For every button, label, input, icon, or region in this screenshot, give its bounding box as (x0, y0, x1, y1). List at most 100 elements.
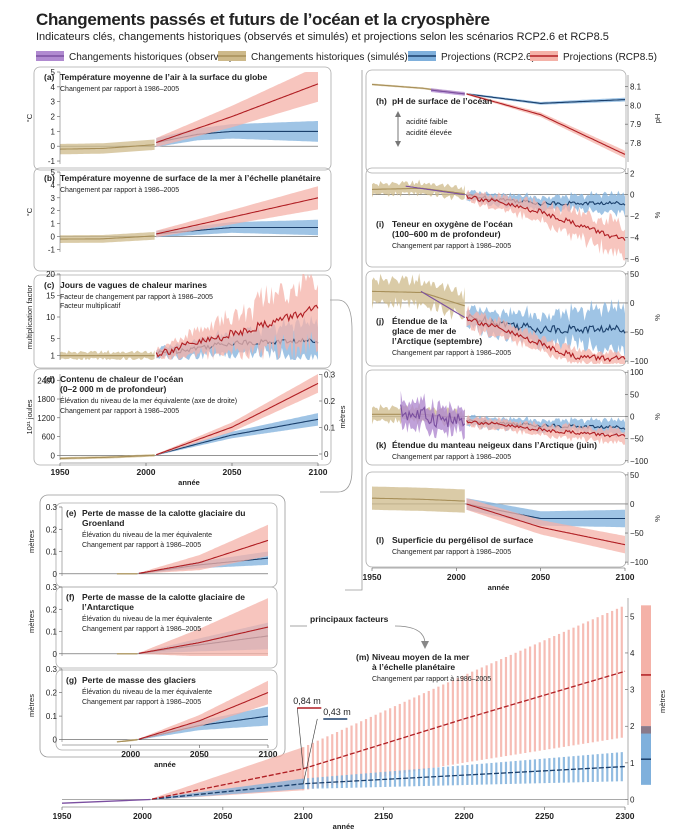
sea-level-bar-rcp26 (316, 777, 319, 789)
xtick-label-d: 1950 (51, 467, 70, 477)
connector-bracket-left (320, 299, 353, 493)
band-rcp26-l (466, 498, 625, 528)
sea-level-bar-rcp85 (340, 729, 343, 784)
ytick-r-label-m: 3 (630, 686, 635, 695)
legend-label-1: Changements historiques (observés) (69, 52, 232, 63)
panel-title-j: Étendue de la (392, 316, 448, 326)
ytick-label-g: 0.3 (46, 665, 58, 674)
band-rcp85-g (138, 680, 268, 740)
ytick-r-label-l: 0 (630, 500, 635, 509)
panel-title-b: Température moyenne de surface de la mer… (60, 173, 321, 183)
ytick-r-label-d: 0.2 (324, 397, 336, 406)
xtick-label-m: 2050 (213, 811, 232, 821)
ytick-label-d: 1200 (37, 414, 55, 423)
panel-note-a: Changement par rapport à 1986–2005 (60, 86, 179, 93)
band-rcp85-c (156, 274, 318, 360)
series-line-rcp85-c (155, 304, 319, 358)
ytick-label-c: 15 (46, 292, 55, 301)
ylabel-g: mètres (27, 694, 36, 717)
panel-note3-f: Changement par rapport à 1986–2005 (82, 626, 201, 633)
series-line-rcp85-j (465, 316, 626, 363)
panel-title-c: Jours de vagues de chaleur marines (60, 280, 207, 290)
band-rcp85-j (466, 305, 625, 364)
ytick-r-label-j: 50 (630, 270, 639, 279)
panel-title2-f: l’Antarctique (82, 602, 134, 612)
ylabel-f: mètres (27, 610, 36, 633)
panel-letter-l: (l) (376, 535, 384, 545)
ytick-label-b: 2 (51, 207, 56, 216)
series-line-sim-j (371, 290, 465, 307)
panel-note-b: Changement par rapport à 1986–2005 (60, 187, 179, 194)
panel-letter-h: (h) (376, 96, 387, 106)
ytick-r-label-h: 7.9 (630, 120, 642, 129)
band-rcp26-a (156, 121, 318, 147)
sea-level-bar-rcp26 (379, 772, 382, 788)
side-bar-overlap (641, 726, 651, 734)
panel-frame-f (55, 586, 278, 669)
acidity-low-label: acidité faible (406, 117, 448, 126)
panel-title2-i: (100–600 m de profondeur) (392, 229, 501, 239)
band-rcp85-h (466, 93, 625, 159)
panel-frame-k (365, 369, 627, 466)
sea-level-bar-rcp85 (548, 638, 551, 750)
sea-level-bar-rcp85 (582, 623, 585, 744)
xtick-label-d: 2000 (137, 467, 156, 477)
ylabel-r-h: pH (653, 114, 662, 124)
ytick-r-label-m: 2 (630, 722, 635, 731)
panel-letter-m: (m) (356, 652, 369, 662)
ytick-r-label-l: −50 (630, 529, 644, 538)
principal-factors-arrowhead (421, 641, 429, 649)
ytick-r-label-d: 0.1 (324, 424, 336, 433)
ytick-label-e: 0.2 (46, 525, 58, 534)
panel-note-i: Changement par rapport à 1986–2005 (392, 243, 511, 250)
panel-frame-d (33, 368, 332, 466)
panel-g: 0 0.1 0.2 0.3 mètres 2000 2050 2100 année (g) Per… (27, 665, 278, 769)
series-line-rcp85-k (466, 420, 626, 438)
panel-letter-j: (j) (376, 316, 384, 326)
series-line-rcp85-h (466, 93, 626, 155)
xtick-label-m: 1950 (53, 811, 72, 821)
panel-title2-j: glace de mer de (392, 326, 457, 336)
band-rcp85-l (466, 498, 625, 554)
series-line-rcp85-i (466, 194, 626, 241)
panel-frame-g (55, 669, 278, 751)
ytick-r-label-k: −100 (630, 457, 649, 466)
ytick-r-label-m: 5 (630, 612, 635, 621)
sea-level-bar-rcp85 (408, 699, 411, 773)
ytick-label-a: 4 (51, 83, 56, 92)
sea-level-bar-rcp26 (548, 758, 551, 784)
sea-level-bar-rcp85 (562, 631, 565, 747)
ytick-label-g: 0.1 (46, 712, 58, 721)
ytick-r-label-j: −100 (630, 357, 649, 366)
series-line-rcp85-g (138, 691, 269, 740)
ytick-r-label-i: −6 (630, 255, 640, 264)
panel-note-m: Changement par rapport à 1986–2005 (372, 676, 491, 683)
ytick-label-c: 5 (51, 335, 56, 344)
ytick-r-label-m: 1 (630, 759, 635, 768)
ytick-label-c: 1 (51, 352, 56, 361)
sea-level-bar-rcp26 (422, 768, 426, 787)
ytick-label-a: 2 (51, 113, 56, 122)
band-sim-c (60, 350, 155, 360)
panel-title-e: Perte de masse de la calotte glaciaire d… (82, 508, 245, 518)
glacier-group-frame (39, 494, 286, 758)
connector-bracket-right (345, 70, 363, 591)
panel-note-k: Changement par rapport à 1986–2005 (392, 454, 511, 461)
ylabel-a: °C (25, 113, 34, 122)
ylabel-b: °C (25, 207, 34, 216)
panel-title-m: Niveau moyen de la mer (372, 652, 470, 662)
series-line-obs-m (61, 798, 151, 804)
xtick-label-m: 2250 (535, 811, 554, 821)
xtick-label-m: 2150 (374, 811, 393, 821)
sea-level-bar-rcp85 (427, 690, 430, 769)
panel-letter-a: (a) (44, 72, 55, 82)
xtick-label-l: 2100 (616, 572, 635, 582)
ytick-label-b: 5 (51, 168, 56, 177)
sea-level-bar-rcp26 (408, 769, 411, 787)
principal-factors-arrow (394, 625, 426, 645)
panel-title-g: Perte de masse des glaciers (82, 675, 196, 685)
ytick-label-d: 2400 (37, 376, 55, 385)
panel-title2-m: à l’échelle planétaire (372, 662, 455, 672)
ylabel-e: mètres (27, 530, 36, 553)
